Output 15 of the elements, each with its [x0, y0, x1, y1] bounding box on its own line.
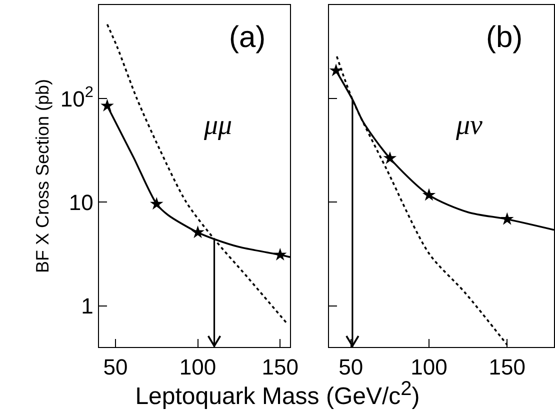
- annotation: μμ: [203, 110, 232, 141]
- y-tick-label: 10: [68, 190, 94, 215]
- annotation: μν: [455, 110, 484, 141]
- y-axis-title: BF X Cross Section (pb): [32, 78, 53, 274]
- x-tick-label: 100: [410, 354, 448, 380]
- annotation: (b): [486, 21, 523, 54]
- x-tick-label: 50: [338, 354, 364, 380]
- x-tick-label: 50: [103, 354, 128, 380]
- x-tick-label: 150: [488, 354, 526, 380]
- y-tick-label: 10$^{2}$: [60, 84, 94, 112]
- x-tick-label: 100: [179, 354, 216, 380]
- y-tick-label: 1: [81, 293, 94, 318]
- x-axis-title: Leptoquark Mass (GeV/c$^{2}$): [134, 378, 421, 411]
- annotation: (a): [229, 21, 266, 54]
- x-tick-label: 150: [262, 354, 298, 380]
